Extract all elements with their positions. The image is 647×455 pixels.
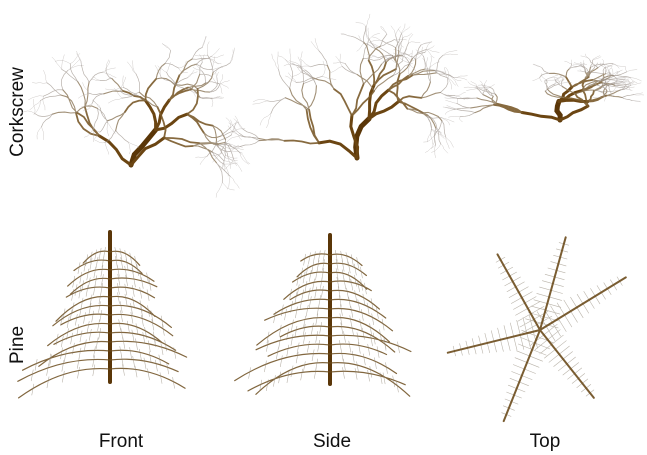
branch — [249, 250, 400, 392]
branch — [453, 243, 622, 417]
branch — [522, 87, 588, 120]
figure: Corkscrew Pine Front Side Top — [0, 0, 647, 455]
branch — [225, 14, 467, 158]
branch — [443, 54, 644, 122]
tree-renderings — [18, 14, 644, 421]
row-label: Corkscrew — [7, 67, 28, 157]
branch — [18, 251, 187, 398]
branch — [448, 237, 626, 421]
branch — [557, 101, 560, 120]
column-label: Top — [530, 431, 561, 452]
branch — [21, 36, 250, 197]
column-label: Side — [313, 431, 351, 452]
column-label: Front — [99, 431, 144, 452]
branch — [35, 47, 240, 182]
branch — [100, 100, 188, 165]
row-label: Pine — [7, 326, 28, 364]
